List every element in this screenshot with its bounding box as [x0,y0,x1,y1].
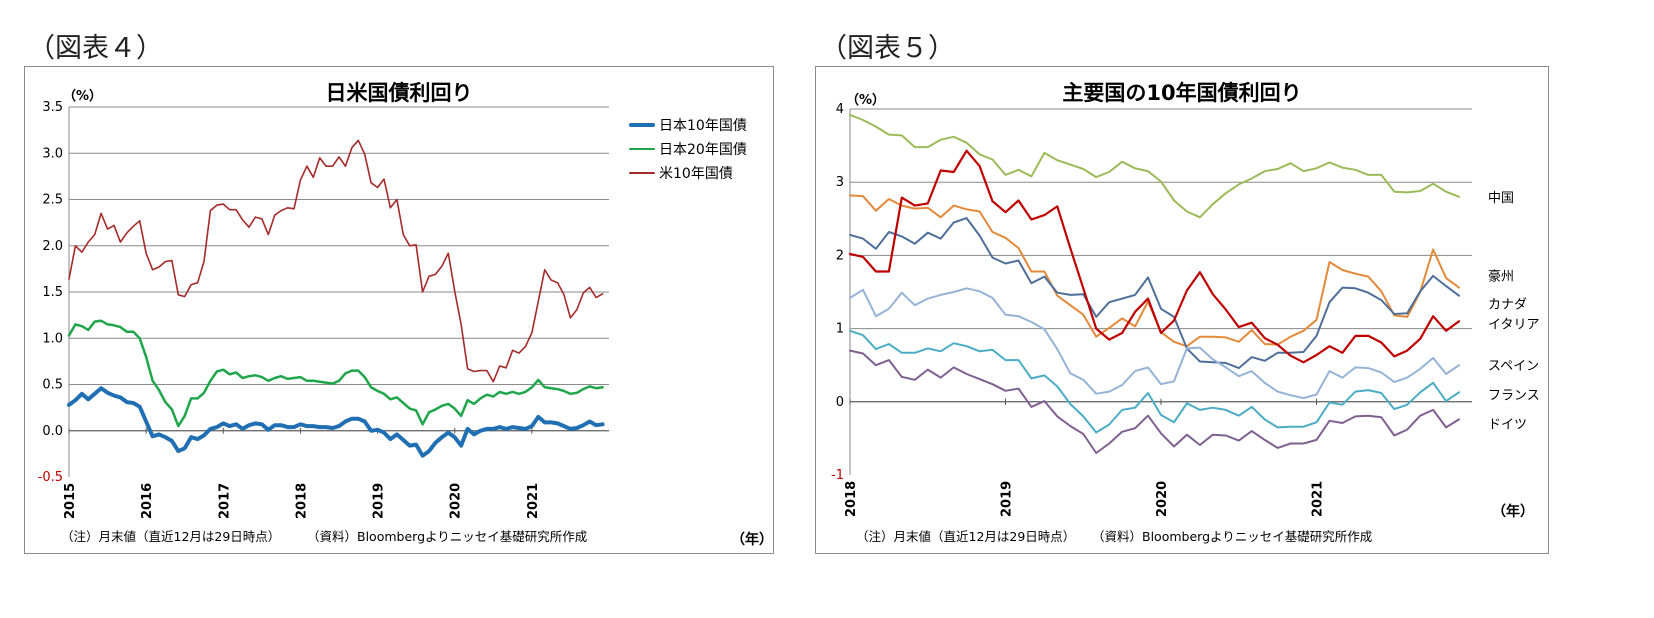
y-tick-label: 3.0 [42,146,63,161]
source-label: （資料）Bloombergよりニッセイ基礎研究所作成 [1092,529,1373,544]
legend-swatch [629,147,655,151]
legend-label: 米10年国債 [659,166,733,182]
figure-5-label: （図表５） [820,33,955,64]
note-label: （注）月末値（直近12月は29日時点） [856,529,1076,544]
y-tick-label: 1 [836,322,844,337]
series-line-1 [67,319,604,428]
legend-item: 日本10年国債 [629,113,747,137]
chart-title: 主要国の10年国債利回り [1062,81,1302,105]
y-tick-label: 3 [836,175,844,190]
y-tick-label: 3.5 [42,100,63,115]
x-tick-label: 2020 [449,483,464,519]
chart-panel-japan-us-bonds: 日米国債利回り （%） （年） 3.5 3.0 2.5 2.0 1.5 1.0 0.5 0.0… [24,66,774,554]
x-unit-label: （年） [731,532,773,548]
series-end-label: イタリア [1488,317,1539,332]
x-tick-label: 2021 [526,483,541,519]
y-tick-label: 2 [836,248,844,263]
x-tick-label: 2015 [63,483,78,519]
x-tick-label: 2021 [1311,481,1326,517]
series-end-label: 豪州 [1488,269,1514,285]
y-tick-label: 1.0 [42,331,63,346]
y-tick-label: 2.5 [42,193,63,208]
x-unit-label: （年） [1492,504,1534,520]
x-tick-label: 2020 [1155,481,1170,517]
series-end-label: 中国 [1488,191,1514,206]
series-line-1 [849,194,1460,348]
x-tick-label: 2018 [844,481,859,517]
y-tick-label: 4 [836,102,844,117]
legend-swatch [629,172,655,174]
legend: 日本10年国債 日本20年国債 米10年国債 [629,113,747,185]
source-label: （資料）Bloombergよりニッセイ基礎研究所作成 [307,529,588,544]
legend-label: 日本20年国債 [659,142,747,158]
x-tick-label: 2019 [1000,481,1015,517]
x-tick-label: 2018 [294,483,309,519]
legend-item: 日本20年国債 [629,137,747,161]
x-tick-label: 2016 [140,483,155,519]
series-end-label: フランス [1488,388,1540,403]
legend-swatch [629,123,655,127]
y-tick-label: 0.0 [42,424,63,439]
y-unit-label: （%） [846,93,886,108]
legend-item: 米10年国債 [629,161,747,185]
series-line-0 [67,386,605,458]
chart-title: 日米国債利回り [325,81,473,105]
series-line-0 [849,113,1460,219]
series-line-5 [849,329,1460,434]
series-line-4 [849,287,1460,400]
y-tick-label: 0.5 [42,378,63,393]
figure-4-label: （図表４） [28,33,163,64]
series-line-2 [849,217,1460,370]
series-line-6 [849,349,1460,454]
y-unit-label: （%） [63,89,103,104]
series-end-label: スペイン [1488,359,1539,374]
chart-panel-major-bonds: 主要国の10年国債利回り （%） （年） 4 3 2 1 0 -1 2018 2019 2020… [815,66,1549,554]
y-tick-label: -1 [831,468,844,483]
series-end-label: カナダ [1488,298,1527,313]
y-tick-label: 2.0 [42,239,63,254]
x-tick-label: 2019 [372,483,387,519]
series-line-2 [68,139,604,383]
series-end-label: ドイツ [1488,417,1527,432]
y-tick-label: 0 [836,395,844,410]
x-tick-label: 2017 [217,483,232,519]
y-tick-label: -0.5 [38,470,63,485]
series-line-3 [848,149,1461,364]
y-tick-label: 1.5 [42,285,63,300]
note-label: （注）月末値（直近12月は29日時点） [61,529,281,544]
legend-label: 日本10年国債 [659,118,747,134]
